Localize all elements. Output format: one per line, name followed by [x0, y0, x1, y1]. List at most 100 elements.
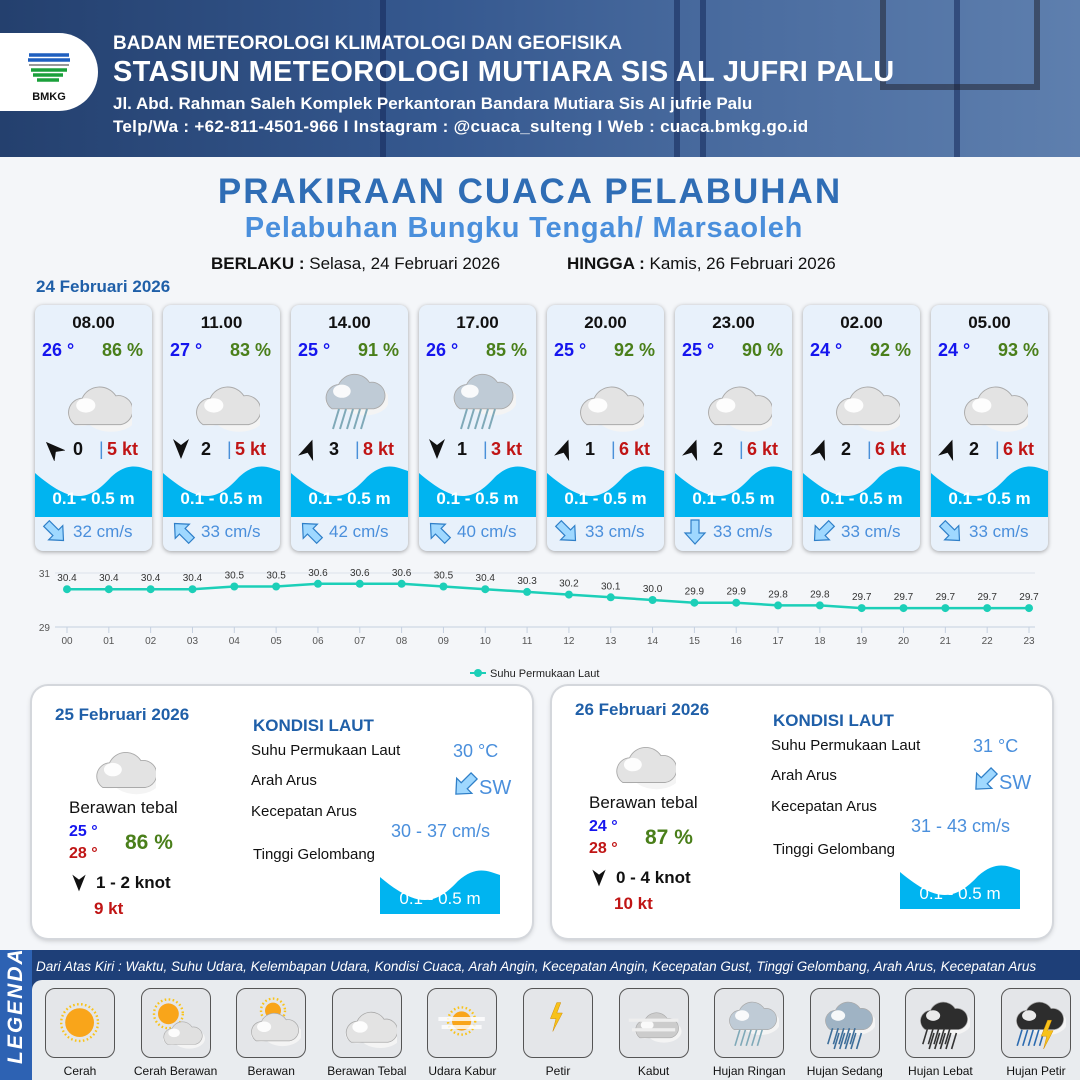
x-tick-label: 03 [187, 636, 199, 647]
forecast-time: 23.00 [712, 313, 755, 332]
data-label: 30.4 [57, 573, 77, 584]
day1-date: 24 Februari 2026 [36, 277, 171, 296]
wave-icon [900, 862, 1020, 909]
station-name: STASIUN METEOROLOGI MUTIARA SIS AL JUFRI… [113, 56, 895, 88]
wind-info: 3 | 8 kt [297, 437, 407, 462]
wind-speed: 1 [585, 439, 596, 459]
wind-direction-icon [809, 437, 833, 462]
data-label: 30.4 [99, 573, 119, 584]
sea-surface-temp-chart: 29 31 00 01 02 03 04 05 06 07 08 09 10 11 12 13 14 15 16 17… [39, 568, 1039, 680]
data-point [188, 585, 197, 594]
data-label: 30.4 [183, 573, 203, 584]
x-tick-label: 19 [856, 636, 868, 647]
data-point [815, 601, 824, 610]
hujan-sedang-icon [809, 988, 880, 1058]
berawan-tebal-weather-icon [569, 363, 650, 438]
current-speed: 40 cm/s [457, 522, 517, 541]
x-tick-label: 08 [396, 636, 408, 647]
wave-icon [291, 463, 408, 517]
berawan-tebal-weather-icon [57, 363, 138, 438]
weather-condition: Berawan tebal [69, 798, 178, 817]
panel-date: 25 Februari 2026 [55, 705, 190, 724]
sst-value: 31 °C [973, 736, 1019, 756]
forecast-card-0800: 08.00 26 ° 86 % 0 | 5 kt 0.1 - 0.5 m 32 c… [35, 305, 152, 551]
series-line [67, 582, 1029, 610]
wind-gust: 6 kt [747, 439, 779, 459]
wind-speed: 0 [73, 439, 84, 459]
legend-item-label: Hujan Sedang [806, 1064, 883, 1078]
hujan-ringan-icon [714, 988, 785, 1058]
berawan-tebal-weather-icon [185, 363, 266, 438]
daily-forecast-panel: 26 Februari 2026 Berawan tebal 24 ° 28 °… [552, 686, 1052, 938]
current-speed: 33 cm/s [969, 522, 1029, 541]
wave-height: 0.1 - 0.5 m [52, 489, 135, 508]
data-point [439, 582, 448, 591]
legend-item-kabut: Kabut [610, 988, 698, 1078]
legend-item-label: Hujan Ringan [712, 1064, 786, 1078]
bmkg-logo: BMKG [0, 33, 98, 111]
wind-info: 1 | 6 kt [553, 437, 663, 462]
data-label: 30.4 [476, 573, 496, 584]
forecast-card-2000: 20.00 25 ° 92 % 1 | 6 kt 0.1 - 0.5 m 33 c… [547, 305, 664, 551]
x-tick-label: 04 [229, 636, 241, 647]
sea-condition-heading: KONDISI LAUT [253, 716, 374, 735]
legend-item-hujan-lebat: Hujan Lebat [896, 988, 984, 1078]
wind-gust: 5 kt [107, 439, 139, 459]
current-direction-label: Arah Arus [251, 772, 317, 789]
data-point [857, 604, 866, 613]
current-speed-value: 31 - 43 cm/s [911, 816, 1011, 836]
x-tick-label: 20 [898, 636, 910, 647]
x-tick-label: 23 [1023, 636, 1035, 647]
data-label: 29.7 [1019, 592, 1039, 603]
station-contact: Telp/Wa : +62-811-4501-966 I Instagram :… [113, 117, 809, 136]
data-point [355, 579, 364, 588]
wind-gust: 5 kt [235, 439, 267, 459]
data-point [648, 596, 657, 604]
legend-item-label: Hujan Lebat [908, 1064, 973, 1078]
header-banner: BMKG BADAN METEOROLOGI KLIMATOLOGI DAN G… [0, 0, 1080, 157]
data-point [690, 598, 699, 607]
data-label: 30.0 [643, 584, 663, 595]
data-label: 29.9 [726, 587, 746, 598]
data-point [313, 579, 322, 588]
y-tick-label: 31 [39, 569, 51, 580]
sst-label: Suhu Permukaan Laut [771, 737, 921, 754]
data-label: 30.5 [225, 571, 245, 582]
max-temperature: 28 ° [589, 840, 618, 857]
humidity: 85 % [485, 340, 527, 360]
x-tick-label: 07 [354, 636, 366, 647]
current-speed-value: 30 - 37 cm/s [391, 821, 491, 841]
legend-item-label: Cerah [63, 1064, 97, 1078]
kabut-icon [618, 988, 689, 1058]
hujan-lebat-icon [905, 988, 976, 1058]
humidity: 83 % [229, 340, 271, 360]
current-direction-icon [809, 518, 837, 546]
forecast-card-1400: 14.00 25 ° 91 % 3 | 8 kt 0.1 - 0.5 m 42 c… [291, 305, 408, 551]
current-direction-icon [970, 765, 1000, 795]
wave-icon [380, 867, 500, 914]
current-direction-value: SW [999, 772, 1032, 794]
legend-item-label: Petir [545, 1064, 571, 1078]
legend-item-label: Udara Kabur [428, 1064, 497, 1078]
current-direction-icon [937, 518, 965, 546]
wave-icon [35, 463, 152, 517]
humidity: 86 % [101, 340, 143, 360]
data-point [564, 590, 573, 599]
sst-label: Suhu Permukaan Laut [251, 742, 401, 759]
data-point [523, 587, 532, 596]
air-temperature: 25 ° [298, 340, 331, 360]
hujan-ringan-weather-icon [441, 363, 518, 438]
hujan-ringan-weather-icon [313, 363, 390, 438]
wind-info: 0 | 5 kt [41, 437, 151, 462]
page-title: PRAKIRAAN CUACA PELABUHAN [217, 172, 843, 211]
humidity: 92 % [613, 340, 655, 360]
min-temperature: 24 ° [589, 818, 618, 835]
berawan-tebal-icon [331, 988, 402, 1058]
wave-height: 0.1 - 0.5 m [820, 489, 903, 508]
x-tick-label: 13 [605, 636, 617, 647]
legend-item-udara-kabur: Udara Kabur [418, 988, 506, 1078]
wind-speed: 2 [201, 439, 212, 459]
x-tick-label: 21 [940, 636, 952, 647]
wave-icon [675, 463, 792, 517]
current-speed: 33 cm/s [713, 522, 773, 541]
